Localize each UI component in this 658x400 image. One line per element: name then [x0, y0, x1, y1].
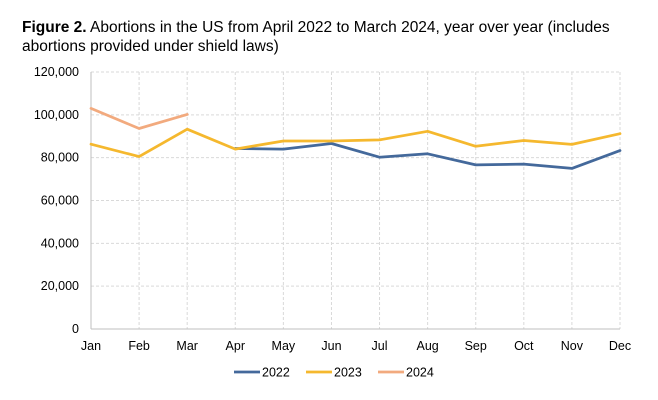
x-tick-label: Jan — [81, 339, 101, 353]
legend-label-2024: 2024 — [406, 366, 434, 380]
legend-label-2023: 2023 — [334, 366, 362, 380]
x-tick-label: Jun — [321, 339, 341, 353]
legend: 2022 2023 2024 — [234, 366, 434, 380]
axis-layer: 0 20,000 40,000 60,000 80,000 100,000 120,000 J… — [34, 65, 631, 353]
y-tick-label: 120,000 — [34, 65, 79, 79]
x-tick-label: May — [272, 339, 296, 353]
figure-caption-text: Abortions in the US from April 2022 to M… — [22, 19, 610, 55]
x-tick-label: Mar — [176, 339, 198, 353]
x-tick-label: Oct — [514, 339, 534, 353]
figure-caption: Figure 2. Abortions in the US from April… — [22, 18, 642, 56]
x-tick-label: Nov — [561, 339, 584, 353]
figure-label: Figure 2. — [22, 19, 87, 36]
y-tick-label: 80,000 — [41, 151, 79, 165]
series-layer — [89, 107, 622, 170]
x-tick-label: Sep — [465, 339, 487, 353]
x-tick-label: Aug — [417, 339, 439, 353]
y-tick-label: 0 — [72, 322, 79, 336]
series-line-2023 — [89, 127, 622, 158]
x-tick-label: Feb — [128, 339, 150, 353]
y-tick-label: 20,000 — [41, 279, 79, 293]
x-tick-label: Apr — [226, 339, 245, 353]
series-line-2022 — [233, 142, 622, 170]
x-tick-label: Jul — [372, 339, 388, 353]
y-tick-label: 40,000 — [41, 236, 79, 250]
y-tick-label: 60,000 — [41, 194, 79, 208]
legend-label-2022: 2022 — [262, 366, 290, 380]
series-line-2024 — [89, 107, 189, 130]
grid-layer — [91, 71, 621, 329]
x-tick-label: Dec — [609, 339, 631, 353]
y-tick-label: 100,000 — [34, 108, 79, 122]
